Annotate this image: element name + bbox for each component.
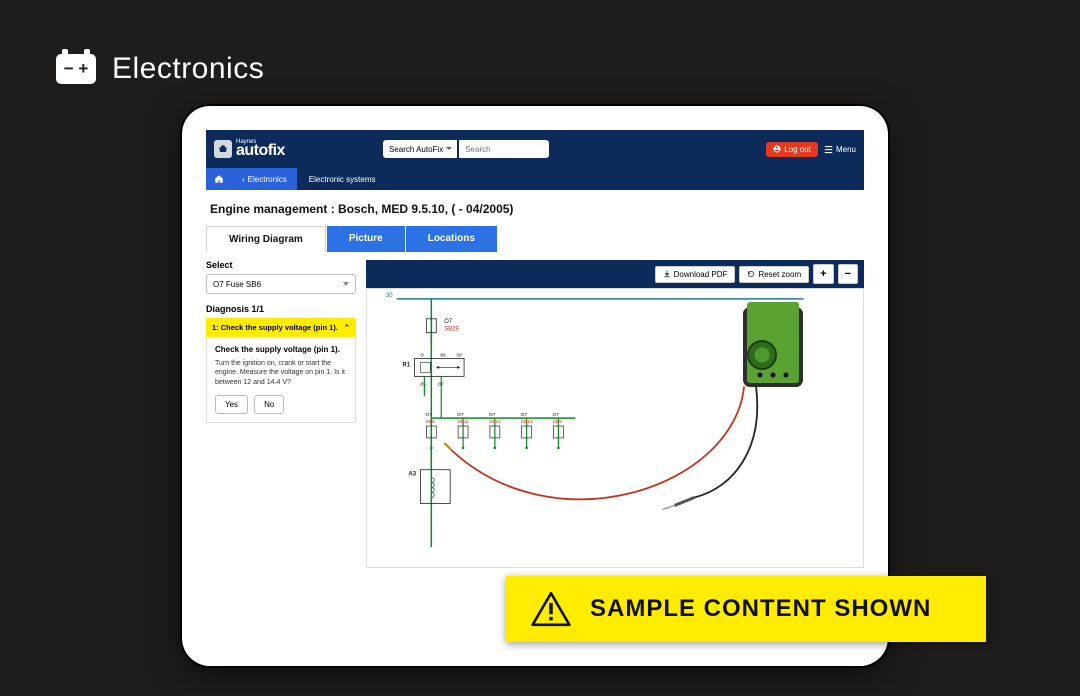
probe-ports xyxy=(747,370,799,380)
download-pdf-button[interactable]: Download PDF xyxy=(655,266,736,283)
battery-icon: − + xyxy=(56,54,96,84)
download-icon xyxy=(663,270,671,278)
svg-text:SB13: SB13 xyxy=(521,419,533,425)
svg-text:30: 30 xyxy=(386,293,393,299)
svg-text:SB29: SB29 xyxy=(444,327,459,333)
svg-text:A3: A3 xyxy=(408,472,416,478)
breadcrumb: ‹ Electronics Electronic systems xyxy=(206,168,864,190)
breadcrumb-back-label: Electronics xyxy=(248,175,287,184)
content: Select O7 Fuse SB6 Diagnosis 1/1 1: Chec… xyxy=(206,252,864,568)
diagnosis-label: Diagnosis 1/1 xyxy=(206,304,356,314)
svg-text:30: 30 xyxy=(456,353,462,359)
search: Search AutoFix xyxy=(383,140,549,158)
svg-text:SB6: SB6 xyxy=(425,419,435,425)
download-label: Download PDF xyxy=(674,270,728,279)
page-title: Engine management : Bosch, MED 9.5.10, (… xyxy=(206,190,864,226)
heading-label: Electronics xyxy=(112,52,264,86)
breadcrumb-current: Electronic systems xyxy=(297,168,388,190)
breadcrumb-back[interactable]: ‹ Electronics xyxy=(232,168,297,190)
brand[interactable]: Haynes autofix xyxy=(214,139,285,159)
zoom-in-button[interactable]: + xyxy=(813,264,833,284)
fuse-select-value: O7 Fuse SB6 xyxy=(213,280,261,289)
topbar: Haynes autofix Search AutoFix Log out Me… xyxy=(206,130,864,168)
svg-text:O7: O7 xyxy=(425,412,432,418)
logout-label: Log out xyxy=(784,145,811,154)
svg-text:SB9: SB9 xyxy=(552,419,562,425)
step-text: Turn the ignition on, crank or start the… xyxy=(215,359,347,387)
brand-bottom: autofix xyxy=(236,142,285,159)
svg-text:O7: O7 xyxy=(489,412,496,418)
svg-text:O7: O7 xyxy=(457,412,464,418)
svg-text:SB11: SB11 xyxy=(457,419,469,425)
chevron-left-icon: ‹ xyxy=(242,175,245,184)
hamburger-icon xyxy=(824,145,833,154)
breadcrumb-home[interactable] xyxy=(206,168,232,190)
yes-button[interactable]: Yes xyxy=(215,395,248,414)
sample-banner-text: SAMPLE CONTENT SHOWN xyxy=(590,595,931,623)
step-header-text: 1: Check the supply voltage (pin 1). xyxy=(212,323,338,332)
svg-text:D: D xyxy=(420,353,424,359)
diagram-canvas[interactable]: 30O7SB29R1D86308587O7SB6O7SB11O7SB12O7SB… xyxy=(366,288,864,568)
step-header[interactable]: 1: Check the supply voltage (pin 1). ⌃ xyxy=(206,318,356,337)
diagram-toolbar: Download PDF Reset zoom + − xyxy=(366,260,864,288)
menu-label: Menu xyxy=(836,145,856,154)
svg-text:O7: O7 xyxy=(521,412,528,418)
search-scope-select[interactable]: Search AutoFix xyxy=(383,140,457,158)
svg-text:85: 85 xyxy=(420,381,426,387)
no-button[interactable]: No xyxy=(254,395,284,414)
zoom-out-button[interactable]: − xyxy=(838,264,858,284)
select-label: Select xyxy=(206,260,356,270)
svg-text:O7: O7 xyxy=(552,412,559,418)
warning-icon xyxy=(530,590,572,628)
logout-button[interactable]: Log out xyxy=(766,142,818,157)
multimeter: 13.2 V xyxy=(743,307,803,387)
svg-text:R1: R1 xyxy=(403,362,411,368)
diagram-panel: Download PDF Reset zoom + − 30 O7 SB29 R1 D 8… xyxy=(366,260,864,568)
tab-picture[interactable]: Picture xyxy=(327,226,405,252)
sample-banner: SAMPLE CONTENT SHOWN xyxy=(506,576,986,642)
brand-icon xyxy=(214,140,232,158)
reset-icon xyxy=(747,270,755,278)
search-input[interactable] xyxy=(459,140,549,158)
step-body: Check the supply voltage (pin 1). Turn t… xyxy=(206,337,356,423)
chevron-up-icon: ⌃ xyxy=(344,323,350,332)
fuse-select[interactable]: O7 Fuse SB6 xyxy=(206,274,356,294)
svg-text:86: 86 xyxy=(440,353,446,359)
svg-text:SB12: SB12 xyxy=(489,419,501,425)
tabs: Wiring Diagram Picture Locations xyxy=(206,226,864,252)
reset-label: Reset zoom xyxy=(758,270,801,279)
multimeter-body xyxy=(747,302,799,383)
menu-button[interactable]: Menu xyxy=(824,145,856,154)
tab-locations[interactable]: Locations xyxy=(406,226,497,252)
svg-text:O7: O7 xyxy=(444,319,452,325)
reset-zoom-button[interactable]: Reset zoom xyxy=(739,266,809,283)
home-icon xyxy=(214,174,224,184)
step-title: Check the supply voltage (pin 1). xyxy=(215,345,347,354)
logout-icon xyxy=(773,145,781,153)
tab-wiring-diagram[interactable]: Wiring Diagram xyxy=(206,226,326,252)
multimeter-dial xyxy=(747,340,777,370)
page-heading: − + Electronics xyxy=(56,52,264,86)
sidebar: Select O7 Fuse SB6 Diagnosis 1/1 1: Chec… xyxy=(206,260,356,568)
